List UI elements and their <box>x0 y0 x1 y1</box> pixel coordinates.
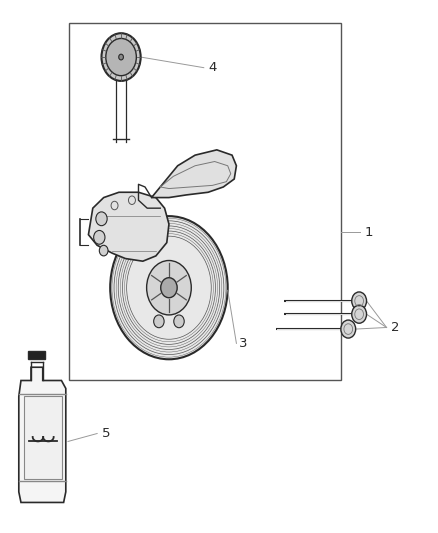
Text: 2: 2 <box>391 321 399 334</box>
Circle shape <box>119 54 124 60</box>
Circle shape <box>154 315 164 328</box>
Circle shape <box>341 320 356 338</box>
Bar <box>28 351 45 359</box>
Text: 3: 3 <box>239 337 247 350</box>
Circle shape <box>96 212 107 225</box>
Bar <box>69 22 341 381</box>
Bar <box>24 397 62 479</box>
Polygon shape <box>152 150 237 198</box>
Circle shape <box>110 216 228 359</box>
Circle shape <box>106 38 136 76</box>
Text: 1: 1 <box>365 225 373 239</box>
Circle shape <box>102 33 141 81</box>
Text: 4: 4 <box>208 61 216 74</box>
Polygon shape <box>88 192 169 261</box>
Circle shape <box>352 305 367 323</box>
Circle shape <box>352 292 367 310</box>
Circle shape <box>99 245 108 256</box>
Text: 5: 5 <box>102 427 110 440</box>
Circle shape <box>174 315 184 328</box>
Circle shape <box>94 230 105 244</box>
Circle shape <box>161 278 177 298</box>
Polygon shape <box>19 367 66 503</box>
Circle shape <box>147 261 191 315</box>
